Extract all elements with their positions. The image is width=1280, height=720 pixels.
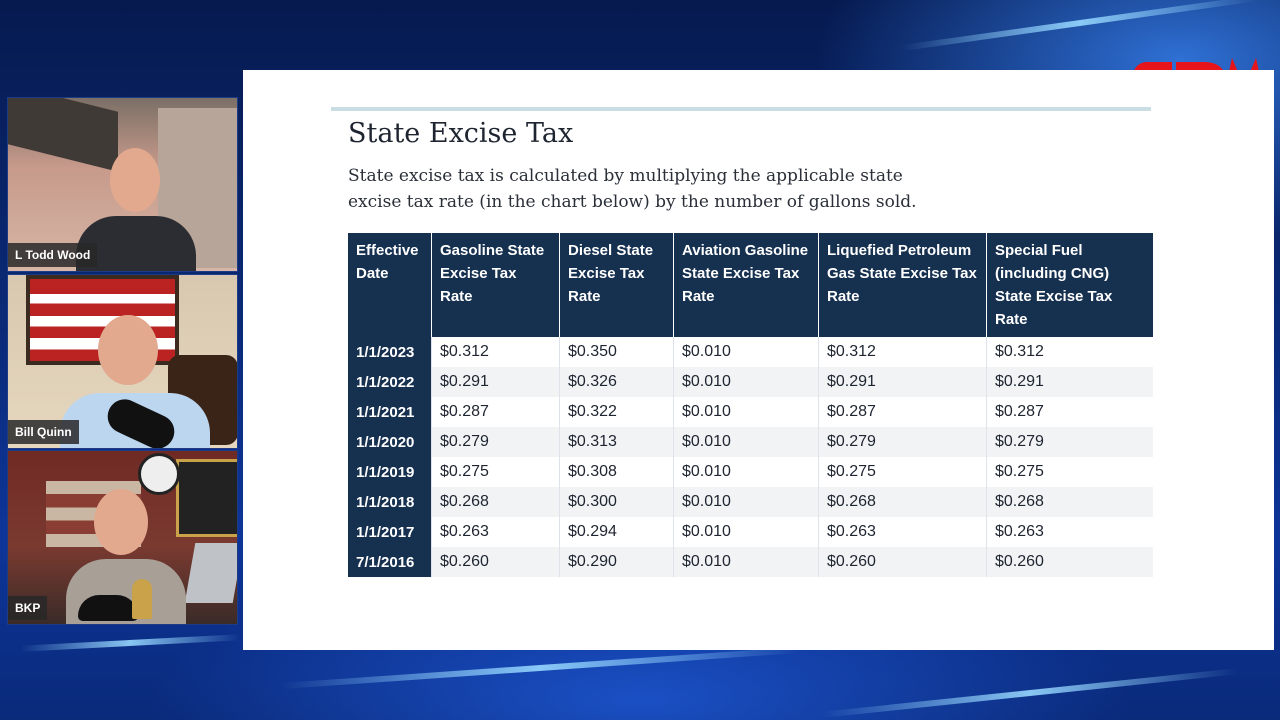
slide-title: State Excise Tax: [348, 118, 574, 149]
tax-rate-cell: $0.308: [559, 457, 674, 487]
light-streak: [280, 646, 800, 690]
effective-date-cell: 1/1/2021: [348, 397, 432, 427]
tax-rate-cell: $0.291: [986, 367, 1153, 397]
table-row: 7/1/2016 $0.260 $0.290 $0.010 $0.260 $0.260: [348, 547, 1153, 577]
table-row: 1/1/2022 $0.291 $0.326 $0.010 $0.291 $0.291: [348, 367, 1153, 397]
tax-rate-cell: $0.322: [559, 397, 674, 427]
tax-rate-cell: $0.279: [431, 427, 560, 457]
effective-date-cell: 1/1/2022: [348, 367, 432, 397]
table-header-row: Effective Date Gasoline State Excise Tax…: [348, 233, 1153, 337]
tax-rate-cell: $0.010: [673, 427, 819, 457]
effective-date-cell: 1/1/2019: [348, 457, 432, 487]
panelist-camera-1: L Todd Wood: [7, 97, 238, 272]
panelist-name-tag: Bill Quinn: [8, 420, 79, 444]
table-row: 1/1/2021 $0.287 $0.322 $0.010 $0.287 $0.287: [348, 397, 1153, 427]
light-streak: [820, 668, 1240, 718]
tax-rate-cell: $0.263: [818, 517, 987, 547]
excise-tax-table: Effective Date Gasoline State Excise Tax…: [348, 233, 1153, 577]
tax-rate-cell: $0.300: [559, 487, 674, 517]
tax-rate-cell: $0.287: [995, 403, 1044, 420]
presentation-slide: State Excise Tax State excise tax is cal…: [243, 70, 1274, 650]
tax-rate-cell: $0.291: [818, 367, 987, 397]
light-streak: [19, 634, 241, 652]
tax-rate-cell: $0.268: [986, 487, 1153, 517]
tax-rate-cell: $0.268: [431, 487, 560, 517]
camera-scene: [8, 451, 237, 624]
tax-rate-cell: $0.268: [818, 487, 987, 517]
table-row: 1/1/2017 $0.263 $0.294 $0.010 $0.263 $0.263: [348, 517, 1153, 547]
tax-rate-cell: $0.010: [673, 397, 819, 427]
slide-description: State excise tax is calculated by multip…: [348, 166, 917, 212]
tax-rate-cell: $0.275: [431, 457, 560, 487]
tax-rate-cell: $0.326: [559, 367, 674, 397]
tax-rate-cell: $0.275: [995, 463, 1044, 480]
tax-rate-cell: $0.312: [995, 343, 1044, 360]
panelist-name-tag: L Todd Wood: [8, 243, 98, 267]
tax-rate-cell: $0.279: [818, 427, 987, 457]
effective-date-cell: 1/1/2017: [348, 517, 432, 547]
tax-rate-cell: $0.313: [559, 427, 674, 457]
tax-rate-cell: $0.290: [559, 547, 674, 577]
column-header: Diesel State Excise Tax Rate: [559, 233, 674, 337]
tax-rate-cell: $0.275: [818, 457, 987, 487]
tax-rate-cell: $0.294: [559, 517, 674, 547]
tax-rate-cell: $0.260: [986, 547, 1153, 577]
tax-rate-cell: $0.260: [818, 547, 987, 577]
panelist-name-tag: BKP: [8, 596, 48, 620]
tax-rate-cell: $0.312: [431, 337, 560, 367]
table-row: 1/1/2023 $0.312 $0.350 $0.010 $0.312 $0.312: [348, 337, 1153, 367]
tax-rate-cell: $0.010: [673, 487, 819, 517]
column-header: Gasoline State Excise Tax Rate: [431, 233, 560, 337]
light-streak: [901, 0, 1259, 52]
tax-rate-cell: $0.010: [673, 517, 819, 547]
camera-scene: [8, 275, 237, 448]
effective-date-cell: 7/1/2016: [348, 547, 432, 577]
panelist-camera-2: Bill Quinn: [7, 274, 238, 449]
column-header: Special Fuel (including CNG) State Excis…: [986, 233, 1153, 337]
column-header: Aviation Gasoline State Excise Tax Rate: [673, 233, 819, 337]
tax-rate-cell: $0.010: [673, 367, 819, 397]
tax-rate-cell: $0.350: [559, 337, 674, 367]
tax-rate-cell: $0.010: [673, 547, 819, 577]
tax-rate-cell: $0.287: [818, 397, 987, 427]
tax-rate-cell: $0.260: [431, 547, 560, 577]
tax-rate-cell: $0.010: [673, 337, 819, 367]
tax-rate-cell: $0.263: [431, 517, 560, 547]
column-header: Effective Date: [348, 233, 432, 337]
tax-rate-cell: $0.287: [431, 397, 560, 427]
tax-rate-cell: $0.291: [431, 367, 560, 397]
column-header: Liquefied Petroleum Gas State Excise Tax…: [818, 233, 987, 337]
table-row: 1/1/2018 $0.268 $0.300 $0.010 $0.268 $0.268: [348, 487, 1153, 517]
table-row: 1/1/2019 $0.275 $0.308 $0.010 $0.275 $0.275: [348, 457, 1153, 487]
tax-rate-cell: $0.312: [818, 337, 987, 367]
effective-date-cell: 1/1/2023: [348, 337, 432, 367]
slide-divider: [331, 107, 1151, 111]
tax-rate-cell: $0.263: [995, 523, 1044, 540]
effective-date-cell: 1/1/2020: [348, 427, 432, 457]
panelist-camera-3: BKP: [7, 450, 238, 625]
table-row: 1/1/2020 $0.279 $0.313 $0.010 $0.279 $0.279: [348, 427, 1153, 457]
effective-date-cell: 1/1/2018: [348, 487, 432, 517]
tax-rate-cell: $0.010: [673, 457, 819, 487]
tax-rate-cell: $0.279: [986, 427, 1153, 457]
